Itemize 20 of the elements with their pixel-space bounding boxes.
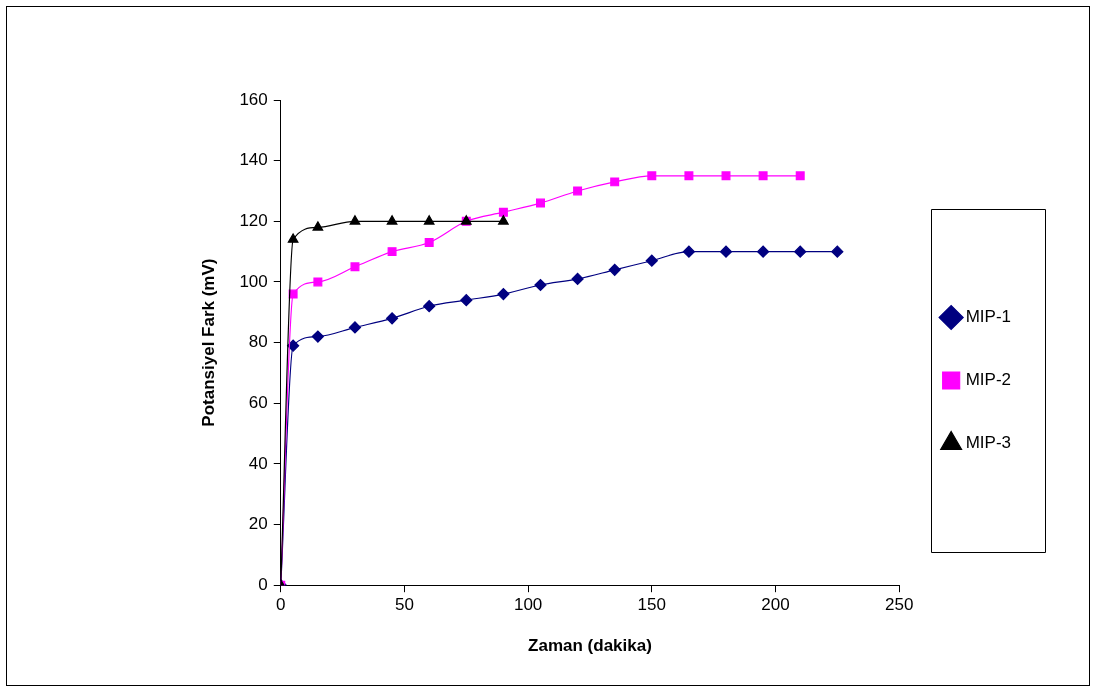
y-tick-label: 0 <box>258 574 268 594</box>
y-tick-label: 80 <box>248 332 268 352</box>
x-axis-title: Zaman (dakika) <box>528 636 652 656</box>
legend-label: MIP-1 <box>965 307 1011 327</box>
x-tick-label: 200 <box>761 595 790 615</box>
x-tick-label: 100 <box>513 595 543 615</box>
y-tick-label: 60 <box>248 392 268 412</box>
legend-label: MIP-2 <box>965 370 1011 390</box>
y-tick-label: 100 <box>239 271 268 291</box>
legend-label: MIP-3 <box>965 433 1011 453</box>
y-tick-label: 140 <box>239 150 268 170</box>
x-tick-label: 250 <box>884 595 914 615</box>
x-tick-label: 50 <box>394 595 414 615</box>
y-tick-label: 20 <box>248 514 268 534</box>
y-tick-label: 120 <box>239 210 268 230</box>
x-tick-label: 150 <box>637 595 666 615</box>
x-tick-label: 0 <box>276 595 286 615</box>
y-axis-title: Potansiyel Fark (mV) <box>198 258 218 427</box>
y-tick-label: 160 <box>239 89 268 109</box>
y-tick-label: 40 <box>248 453 268 473</box>
